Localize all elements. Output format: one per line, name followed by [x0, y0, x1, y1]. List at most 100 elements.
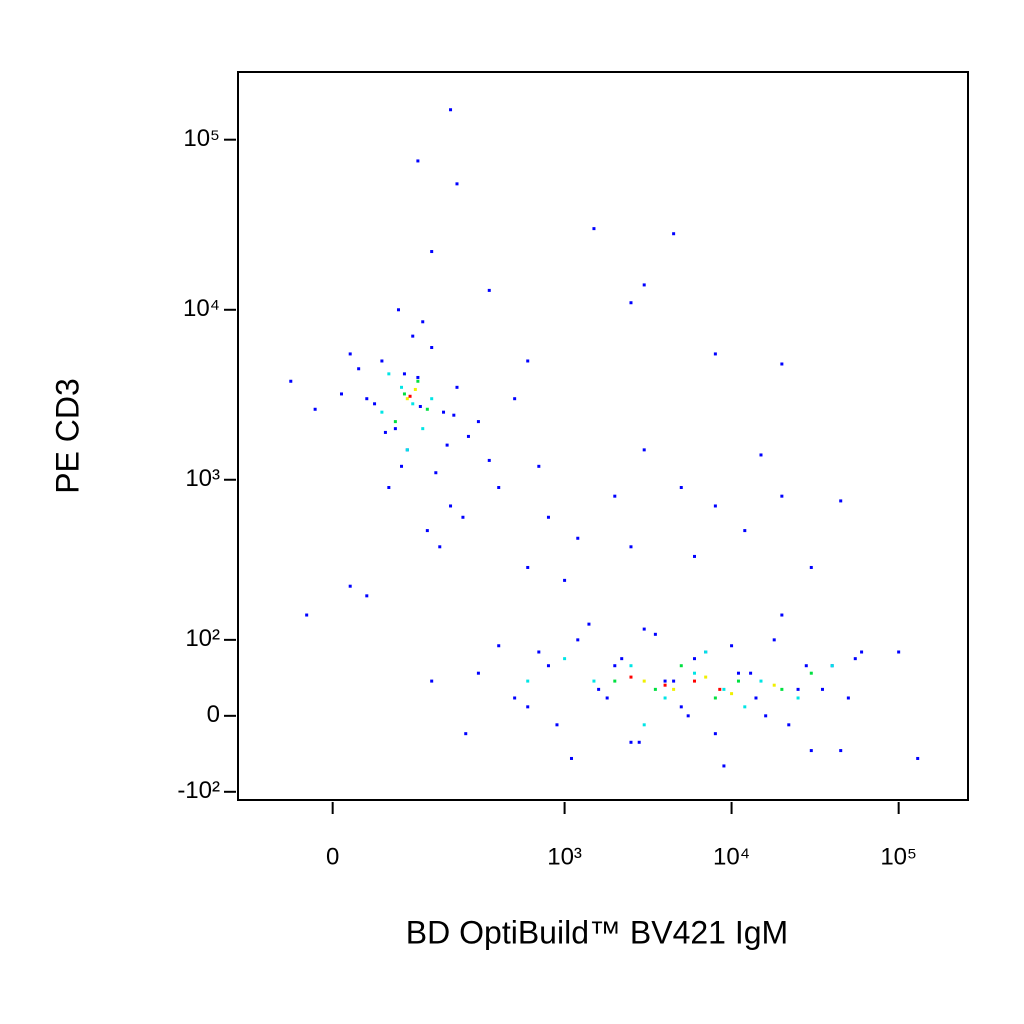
data-point [563, 578, 567, 582]
data-point [686, 714, 690, 718]
data-point [692, 657, 696, 661]
data-point [679, 486, 683, 490]
data-point [563, 657, 567, 661]
data-point [663, 679, 667, 683]
data-point [796, 696, 800, 700]
data-point [743, 705, 747, 709]
data-point [449, 108, 453, 112]
data-point [357, 367, 361, 371]
data-point [804, 664, 808, 668]
data-point [402, 372, 406, 376]
data-point [637, 740, 641, 744]
data-point [713, 696, 717, 700]
data-point [348, 352, 352, 356]
data-point [411, 334, 415, 338]
data-point [430, 250, 434, 254]
data-point [830, 664, 834, 668]
data-point [402, 392, 406, 396]
data-point [497, 486, 501, 490]
data-point [629, 301, 633, 305]
data-point [416, 375, 420, 379]
data-point [839, 499, 843, 503]
data-point [613, 494, 617, 498]
y-tick-label: 10⁴ [183, 295, 220, 322]
data-point [445, 443, 449, 447]
data-point [642, 283, 646, 287]
data-point [339, 392, 343, 396]
data-point [513, 696, 517, 700]
data-point [780, 494, 784, 498]
data-point [425, 529, 429, 533]
data-point [613, 679, 617, 683]
data-point [692, 671, 696, 675]
data-point [380, 359, 384, 363]
data-point [642, 627, 646, 631]
data-point [679, 705, 683, 709]
data-point [380, 410, 384, 414]
data-point [713, 732, 717, 736]
data-point [305, 613, 309, 617]
data-point [629, 740, 633, 744]
data-point [513, 397, 517, 401]
data-point [546, 664, 550, 668]
data-point [620, 657, 624, 661]
data-point [400, 385, 404, 389]
x-tick-label: 0 [326, 843, 339, 870]
y-tick-label: 10⁵ [183, 125, 220, 152]
data-point [449, 504, 453, 508]
x-axis-title: BD OptiBuild™ BV421 IgM [406, 914, 788, 950]
data-point [679, 664, 683, 668]
data-point [387, 372, 391, 376]
data-point [497, 644, 501, 648]
data-point [387, 486, 391, 490]
data-point [569, 756, 573, 760]
data-point [455, 182, 459, 186]
data-point [642, 448, 646, 452]
data-point [393, 427, 397, 431]
data-point [860, 650, 864, 654]
data-point [421, 427, 425, 431]
x-tick-label: 10⁴ [713, 843, 750, 870]
x-tick-label: 10⁵ [880, 843, 917, 870]
data-point [736, 679, 740, 683]
data-point [692, 679, 696, 683]
data-point [672, 232, 676, 236]
data-point [692, 554, 696, 558]
data-point [613, 664, 617, 668]
data-point [365, 594, 369, 598]
data-point [718, 687, 722, 691]
data-point [704, 650, 708, 654]
data-point [916, 756, 920, 760]
data-point [421, 320, 425, 324]
data-point [487, 458, 491, 462]
data-point [820, 687, 824, 691]
data-point [411, 402, 415, 406]
data-point [653, 632, 657, 636]
y-tick-label: 10³ [185, 465, 220, 492]
data-point [464, 732, 468, 736]
data-point [487, 288, 491, 292]
data-point [365, 397, 369, 401]
data-point [642, 679, 646, 683]
data-point [663, 696, 667, 700]
data-point [722, 764, 726, 768]
data-point [526, 705, 530, 709]
data-point [759, 679, 763, 683]
data-point [629, 545, 633, 549]
data-point [526, 359, 530, 363]
data-point [555, 723, 559, 727]
data-point [576, 536, 580, 540]
data-point [396, 308, 400, 312]
data-point [537, 464, 541, 468]
data-point [713, 352, 717, 356]
data-point [605, 696, 609, 700]
data-point [796, 687, 800, 691]
data-point [722, 687, 726, 691]
data-point [430, 679, 434, 683]
data-point [405, 448, 409, 452]
data-point [400, 464, 404, 468]
data-point [373, 402, 377, 406]
y-tick-label: 10² [185, 625, 220, 652]
data-point [772, 638, 776, 642]
data-point [787, 723, 791, 727]
